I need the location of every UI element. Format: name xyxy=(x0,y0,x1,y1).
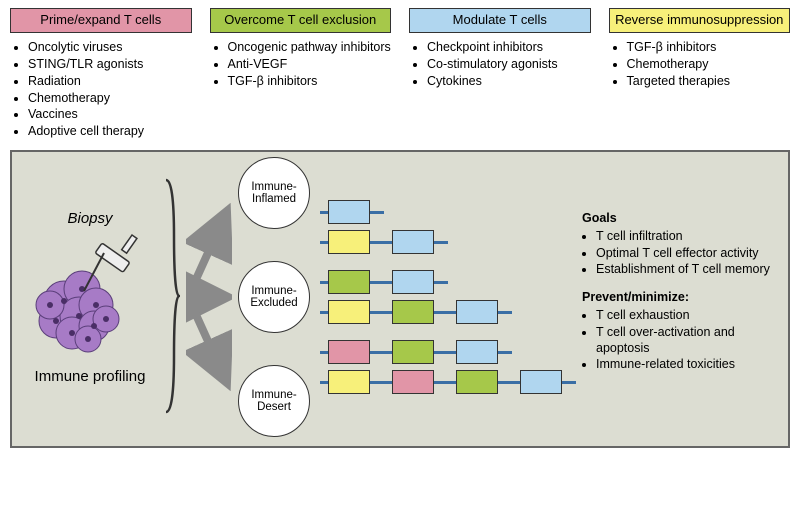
phenotype-column: Immune-Inflamed Immune-Excluded Immune-D… xyxy=(238,157,310,437)
treatment-row xyxy=(320,229,576,255)
treatment-box xyxy=(328,300,370,324)
treatment-box xyxy=(456,370,498,394)
category-header: Overcome T cell exclusion xyxy=(210,8,392,33)
treatment-box xyxy=(456,300,498,324)
treatment-box xyxy=(456,340,498,364)
treatment-group xyxy=(320,199,576,255)
category-list: TGF-β inhibitors Chemotherapy Targeted t… xyxy=(609,39,791,90)
biopsy-label: Biopsy xyxy=(24,210,156,227)
category-modulate: Modulate T cells Checkpoint inhibitors C… xyxy=(409,8,591,140)
goals-column: Goals T cell infiltration Optimal T cell… xyxy=(582,210,776,384)
treatment-box xyxy=(328,270,370,294)
treatment-row xyxy=(320,299,576,325)
arrows xyxy=(186,177,232,417)
category-header: Modulate T cells xyxy=(409,8,591,33)
treatment-box xyxy=(392,370,434,394)
treatment-boxes-column xyxy=(316,199,576,395)
category-reverse: Reverse immunosuppression TGF-β inhibito… xyxy=(609,8,791,140)
treatment-row xyxy=(320,199,576,225)
biopsy-illustration xyxy=(24,231,156,361)
category-list: Oncolytic viruses STING/TLR agonists Rad… xyxy=(10,39,192,140)
phenotype-desert: Immune-Desert xyxy=(238,365,310,437)
treatment-box xyxy=(520,370,562,394)
profiling-label: Immune profiling xyxy=(24,368,156,385)
category-exclusion: Overcome T cell exclusion Oncogenic path… xyxy=(210,8,392,140)
workflow-panel: Biopsy Immune xyxy=(10,150,790,448)
treatment-box xyxy=(392,340,434,364)
goals-list: T cell infiltration Optimal T cell effec… xyxy=(582,228,776,277)
biopsy-column: Biopsy Immune xyxy=(24,210,156,385)
brace xyxy=(162,176,180,419)
phenotype-inflamed: Immune-Inflamed xyxy=(238,157,310,229)
category-row: Prime/expand T cells Oncolytic viruses S… xyxy=(10,8,790,140)
treatment-row xyxy=(320,269,576,295)
category-list: Checkpoint inhibitors Co-stimulatory ago… xyxy=(409,39,591,90)
prevent-list: T cell exhaustion T cell over-activation… xyxy=(582,307,776,372)
goals-header: Goals xyxy=(582,210,776,226)
treatment-box xyxy=(328,230,370,254)
treatment-group xyxy=(320,269,576,325)
category-prime: Prime/expand T cells Oncolytic viruses S… xyxy=(10,8,192,140)
phenotype-excluded: Immune-Excluded xyxy=(238,261,310,333)
category-list: Oncogenic pathway inhibitors Anti-VEGF T… xyxy=(210,39,392,90)
treatment-box xyxy=(392,270,434,294)
category-header: Reverse immunosuppression xyxy=(609,8,791,33)
treatment-row xyxy=(320,369,576,395)
treatment-box xyxy=(392,230,434,254)
prevent-header: Prevent/minimize: xyxy=(582,289,776,305)
category-header: Prime/expand T cells xyxy=(10,8,192,33)
treatment-row xyxy=(320,339,576,365)
treatment-box xyxy=(328,370,370,394)
treatment-box xyxy=(328,200,370,224)
treatment-box xyxy=(392,300,434,324)
treatment-box xyxy=(328,340,370,364)
treatment-group xyxy=(320,339,576,395)
